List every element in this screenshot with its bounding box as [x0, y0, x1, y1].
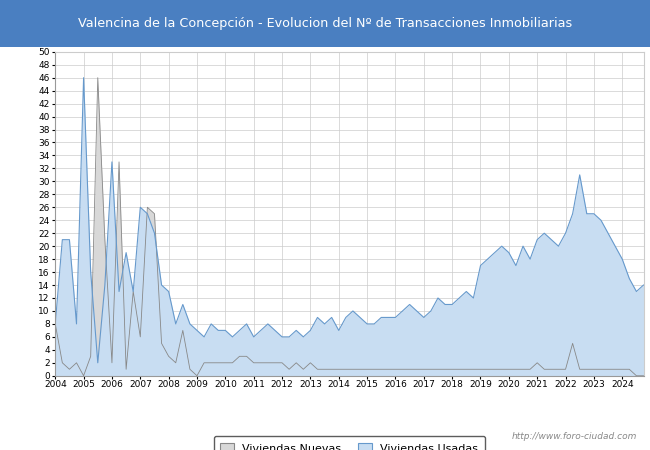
Legend: Viviendas Nuevas, Viviendas Usadas: Viviendas Nuevas, Viviendas Usadas — [214, 436, 485, 450]
Text: Valencina de la Concepción - Evolucion del Nº de Transacciones Inmobiliarias: Valencina de la Concepción - Evolucion d… — [78, 17, 572, 30]
Text: http://www.foro-ciudad.com: http://www.foro-ciudad.com — [512, 432, 637, 441]
